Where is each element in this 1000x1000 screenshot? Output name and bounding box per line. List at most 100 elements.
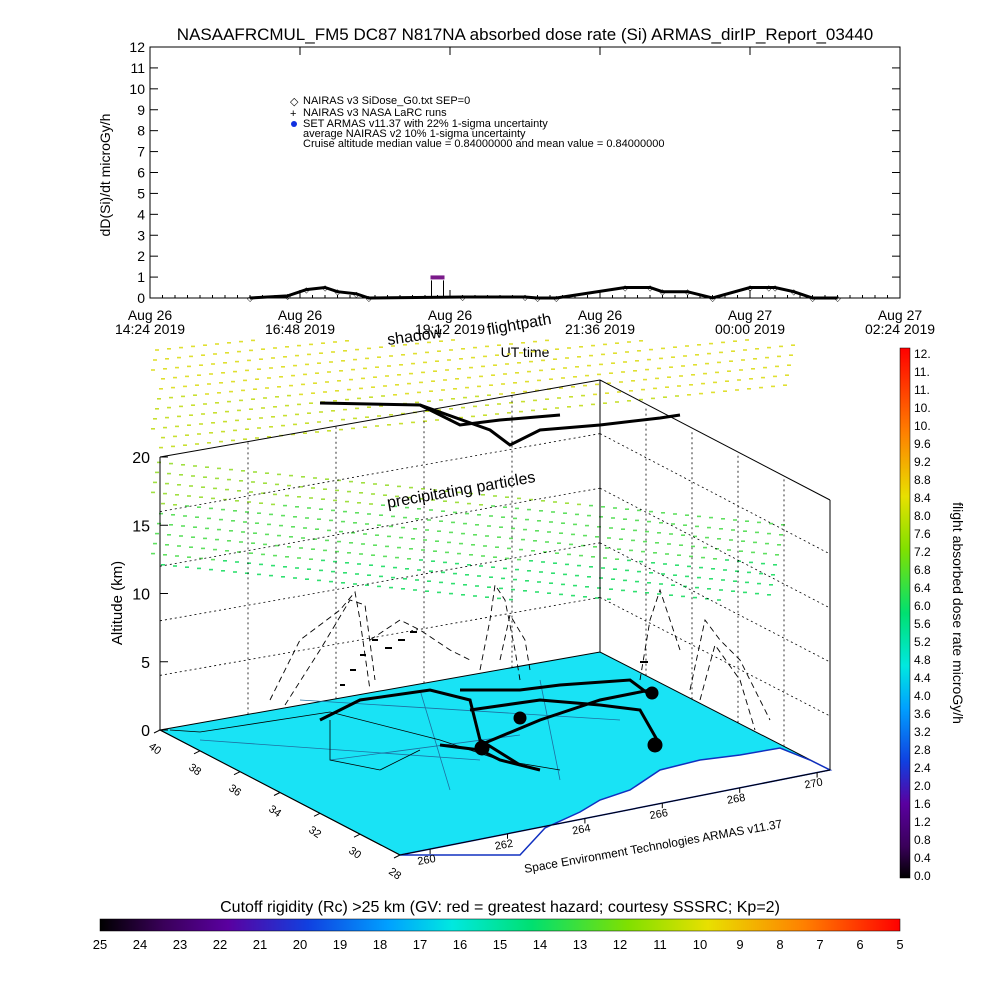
right-colorbar-tick-label: 8.8 — [914, 473, 931, 487]
latitude-tick — [313, 812, 321, 817]
latitude-tick — [273, 792, 281, 796]
right-colorbar-tick-label: 6.8 — [914, 563, 931, 577]
x-tick-label: 16:48 2019 — [265, 321, 335, 337]
y-tick-label: 0 — [137, 290, 145, 306]
x-tick-label: Aug 26 — [278, 307, 323, 323]
right-colorbar-tick-label: 9.6 — [914, 437, 931, 451]
bottom-colorbar-tick-label: 25 — [93, 937, 107, 952]
label-shadow: shadow — [386, 324, 443, 349]
right-colorbar-tick-label: 0.4 — [914, 851, 931, 865]
series-point-nairas: ◇ — [460, 293, 467, 302]
bottom-colorbar-tick-label: 19 — [333, 937, 347, 952]
scene-grid — [159, 394, 831, 747]
right-colorbar-tick-label: 4.4 — [914, 671, 931, 685]
latitude-tick-label: 38 — [186, 761, 203, 778]
bottom-colorbar-tick-label: 17 — [413, 937, 427, 952]
right-colorbar-tick-label: 0.8 — [914, 833, 931, 847]
bottom-colorbar-tick-label: 23 — [173, 937, 187, 952]
right-colorbar-tick-label: 2.4 — [914, 761, 931, 775]
bottom-colorbar-tick-label: 21 — [253, 937, 267, 952]
top-plot-frame — [149, 46, 901, 299]
longitude-tick-label: 262 — [494, 838, 514, 853]
bottom-colorbar-tick-label: 13 — [573, 937, 587, 952]
longitude-tick-label: 260 — [417, 853, 437, 868]
bottom-colorbar-tick-label: 6 — [856, 937, 863, 952]
altitude-tick-label: 0 — [141, 723, 150, 740]
x-tick-label: 00:00 2019 — [715, 321, 785, 337]
y-tick-label: 8 — [137, 123, 145, 139]
right-colorbar-label: flight absorbed dose rate microGy/h — [950, 502, 966, 724]
bottom-colorbar-ticks: 25 24 23 22 21 20 19 18 17 16 15 14 13 12 11 10 9 8 7 6 5 — [93, 937, 904, 952]
legend-entry: SET ARMAS v11.37 with 22% 1-sigma uncert… — [303, 118, 548, 130]
latitude-tick — [153, 729, 161, 734]
y-tick-label: 12 — [129, 39, 145, 55]
top-xlabel: UT time — [501, 344, 550, 360]
top-legend: ◇ + NAIRAS v3 SiDose_G0.txt SEP=0 NAIRAS… — [290, 95, 664, 150]
longitude-axis: 260 262 264 266 268 270 — [417, 772, 824, 868]
right-colorbar-tick-label: 8.4 — [914, 491, 931, 505]
right-colorbar-tick-label: 4.0 — [914, 689, 931, 703]
grid-line — [599, 487, 831, 609]
altitude-tick-label: 20 — [132, 450, 150, 467]
y-tick-label: 9 — [137, 102, 145, 118]
series-point-nairas: ◇ — [353, 290, 360, 299]
latitude-tick-label: 34 — [266, 803, 283, 820]
right-colorbar-tick-label: 8.0 — [914, 509, 931, 523]
series-point-nairas: ◇ — [303, 286, 310, 295]
latitude-tick — [233, 771, 241, 776]
right-colorbar-ticks: 12. 11. 11. 10. 10. 9.6 9.2 8.8 8.4 8.0 7.6 7.2 6.8 6… — [914, 347, 931, 883]
bottom-colorbar-tick-label: 22 — [213, 937, 227, 952]
right-colorbar-tick-label: 7.2 — [914, 545, 931, 559]
flightpath-shadow — [319, 401, 681, 447]
label-flightpath: flightpath — [486, 311, 553, 339]
right-colorbar-tick-label: 0.0 — [914, 869, 931, 883]
latitude-tick — [193, 750, 201, 755]
y-tick-label: 4 — [137, 206, 145, 222]
series-point-nairas: ◇ — [553, 294, 560, 303]
label-credit: Space Environment Technologies ARMAS v11… — [523, 817, 783, 876]
bottom-colorbar-tick-label: 20 — [293, 937, 307, 952]
series-point-nairas: ◇ — [285, 292, 292, 301]
x-tick-label: Aug 26 — [128, 307, 173, 323]
y-tick-label: 11 — [130, 60, 145, 76]
bottom-colorbar-tick-label: 16 — [453, 937, 467, 952]
y-tick-label: 2 — [137, 248, 145, 264]
series-point-nairas: ◇ — [685, 288, 692, 297]
right-colorbar-tick-label: 7.6 — [914, 527, 931, 541]
chart-title: NASAAFRCMUL_FM5 DC87 N817NA absorbed dos… — [177, 25, 873, 44]
bottom-colorbar-tick-label: 8 — [776, 937, 783, 952]
x-tick-label: 14:24 2019 — [115, 321, 185, 337]
series-point-nairas: ◇ — [366, 294, 373, 303]
series-point-nairas: ◇ — [647, 284, 654, 293]
longitude-tick-label: 264 — [571, 822, 591, 837]
x-tick-label: 21:36 2019 — [565, 321, 635, 337]
ground-map — [158, 651, 832, 856]
right-colorbar-tick-label: 2.0 — [914, 779, 931, 793]
legend-entry: NAIRAS v3 NASA LaRC runs — [303, 107, 447, 119]
x-tick-label: Aug 27 — [728, 307, 773, 323]
altitude-tick-label: 5 — [141, 655, 150, 672]
bottom-colorbar-gradient — [99, 918, 901, 932]
series-point-nairas: ◇ — [747, 284, 754, 293]
bottom-colorbar-tick-label: 9 — [736, 937, 743, 952]
top-ylabel: dD(Si)/dt microGy/h — [97, 114, 113, 237]
bottom-colorbar-tick-label: 14 — [533, 937, 547, 952]
precipitating-particle-field — [151, 339, 795, 601]
longitude-tick-label: 268 — [726, 792, 746, 807]
legend-marker-diamond: ◇ — [290, 96, 299, 108]
label-precipitating: precipitating particles — [386, 469, 537, 512]
flightpath — [319, 678, 663, 772]
series-point-nairas: ◇ — [710, 294, 717, 303]
bottom-colorbar-tick-label: 15 — [493, 937, 507, 952]
legend-entry: NAIRAS v3 SiDose_G0.txt SEP=0 — [303, 95, 470, 107]
bottom-colorbar-tick-label: 5 — [896, 937, 903, 952]
right-colorbar-tick-label: 1.2 — [914, 815, 931, 829]
bottom-colorbar-tick-label: 7 — [816, 937, 823, 952]
state-lines — [199, 679, 621, 791]
legend-entry: average NAIRAS v2 10% 1-sigma uncertaint… — [303, 128, 526, 140]
latitude-tick — [393, 854, 401, 859]
series-point-nairas: ◇ — [535, 294, 542, 303]
